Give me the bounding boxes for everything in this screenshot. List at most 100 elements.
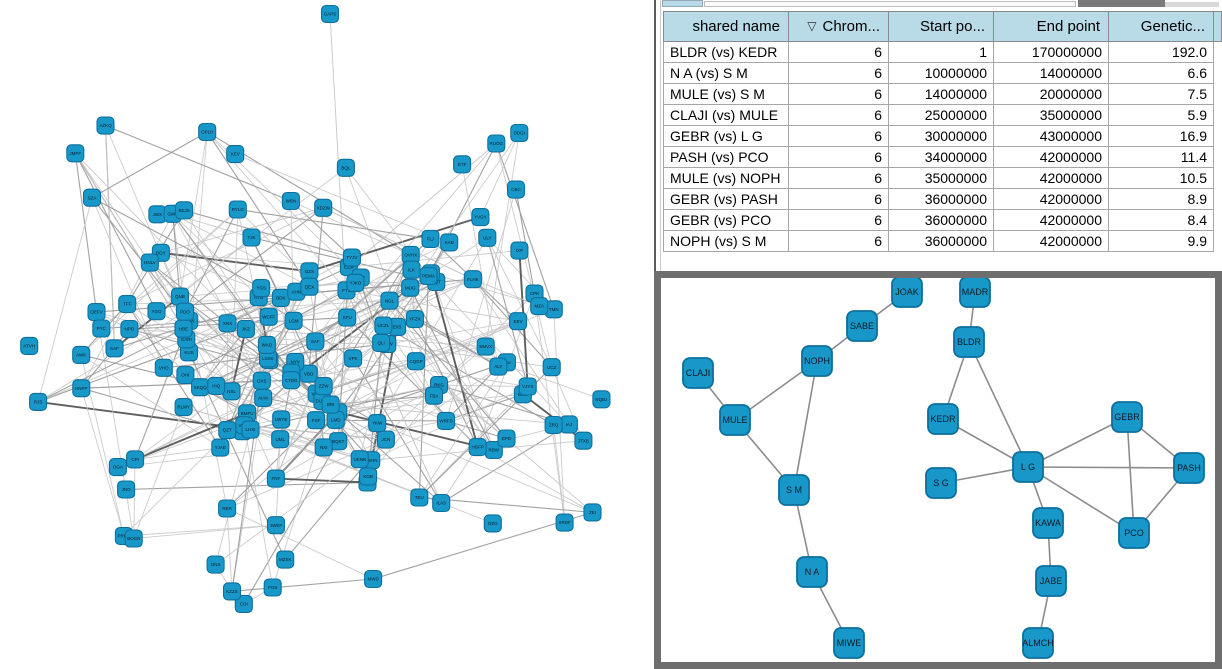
column-header-shared-name[interactable]: shared name (663, 11, 789, 42)
network-edge[interactable] (37, 338, 187, 403)
network-node[interactable]: JWEF (266, 516, 286, 535)
network-node[interactable]: BRI (321, 395, 340, 414)
network-edge[interactable] (126, 303, 221, 448)
network-node[interactable]: WCFF (259, 307, 278, 326)
table-cell[interactable]: 42000000 (993, 188, 1109, 210)
network-node[interactable]: ILAS (432, 493, 451, 513)
network-edge[interactable] (37, 197, 93, 403)
network-edge[interactable] (346, 317, 479, 448)
network-node[interactable]: GZS (300, 262, 319, 281)
network-node-PASH[interactable]: PASH (1173, 452, 1205, 484)
table-cell[interactable]: MULE (vs) NOPH (663, 167, 789, 189)
network-node[interactable]: CBC (506, 180, 526, 199)
network-edge[interactable] (377, 422, 593, 513)
network-node[interactable]: QLI (372, 333, 391, 352)
network-node[interactable]: ULY (478, 228, 497, 247)
table-cell[interactable]: 192.0 (1108, 41, 1214, 63)
table-cell[interactable]: 20000000 (993, 83, 1109, 105)
network-node[interactable]: ZEI (583, 503, 602, 522)
network-edge[interactable] (338, 395, 435, 413)
network-edge[interactable] (275, 477, 368, 484)
table-cell[interactable]: 6 (788, 209, 889, 231)
network-node[interactable]: YJAE (211, 438, 230, 457)
network-node[interactable]: BDK (271, 288, 290, 307)
network-node[interactable]: TFF (118, 295, 137, 314)
table-cell[interactable]: MULE (vs) S M (663, 83, 789, 105)
table-row[interactable]: NOPH (vs) S M 6 36000000 42000000 9.9 (663, 230, 1214, 252)
network-node[interactable]: QNB (170, 287, 190, 306)
table-cell[interactable]: 10000000 (888, 62, 994, 84)
network-edge[interactable] (231, 380, 263, 592)
network-node[interactable]: HNLV (140, 253, 159, 272)
network-node[interactable]: TJK (242, 228, 261, 247)
network-node[interactable]: RUOG (487, 134, 506, 153)
table-cell[interactable]: 25000000 (888, 104, 994, 126)
network-node[interactable]: JWX (148, 205, 167, 224)
network-edge[interactable] (74, 153, 184, 329)
network-node[interactable]: MWD (364, 569, 383, 589)
network-node[interactable]: XRDF (555, 513, 574, 532)
network-node[interactable]: NQBJ (592, 390, 611, 409)
network-edge[interactable] (445, 189, 517, 422)
table-row[interactable]: GEBR (vs) PCO 6 36000000 42000000 8.4 (663, 209, 1214, 231)
network-edge[interactable] (346, 143, 497, 318)
network-node[interactable]: OPLH (198, 122, 217, 142)
network-node[interactable]: VPK (344, 349, 363, 368)
network-node[interactable]: LWYE (272, 410, 291, 429)
network-edge-GEBR-PCO[interactable] (1126, 416, 1135, 534)
column-header-end-point[interactable]: End point (993, 11, 1109, 42)
network-node[interactable]: FOS (263, 578, 282, 597)
network-edge[interactable] (183, 209, 353, 259)
network-node[interactable]: ETF (453, 155, 472, 174)
network-node-ALMCH[interactable]: ALMCH (1022, 627, 1054, 659)
network-node[interactable]: BQL (336, 158, 355, 177)
table-cell[interactable]: 6.6 (1108, 62, 1214, 84)
network-node[interactable]: CTDG (282, 371, 301, 390)
network-node[interactable]: MZA (530, 297, 549, 316)
network-node[interactable]: ONX (206, 555, 225, 574)
network-node-KAWA[interactable]: KAWA (1032, 507, 1064, 539)
network-edge[interactable] (199, 386, 324, 448)
network-node[interactable]: YGO (147, 302, 166, 321)
network-node[interactable]: PEMA (419, 266, 438, 286)
network-edge[interactable] (346, 290, 442, 504)
network-node[interactable]: IXP (510, 241, 529, 260)
network-node[interactable]: EPD (497, 429, 516, 448)
table-cell[interactable]: GEBR (vs) PCO (663, 209, 789, 231)
network-node[interactable]: IAJ (559, 415, 578, 434)
table-cell[interactable]: 11.4 (1108, 146, 1214, 168)
network-edge[interactable] (172, 213, 260, 298)
network-edge[interactable] (133, 459, 136, 539)
network-node[interactable]: FSF (307, 411, 326, 430)
table-cell[interactable]: 6 (788, 62, 889, 84)
network-node[interactable]: YGS (252, 278, 271, 298)
network-edge[interactable] (244, 424, 386, 441)
network-edge[interactable] (338, 420, 447, 442)
network-edge[interactable] (80, 328, 130, 389)
table-cell[interactable]: 34000000 (888, 146, 994, 168)
network-node[interactable]: OEFV (87, 303, 106, 322)
network-edge[interactable] (551, 367, 584, 441)
network-node-SM[interactable]: S M (778, 474, 810, 506)
network-node[interactable]: CQGP (406, 352, 426, 371)
network-node-SABE[interactable]: SABE (846, 310, 878, 342)
network-edge[interactable] (337, 277, 362, 413)
network-edge[interactable] (179, 296, 317, 421)
network-node[interactable]: OZO (483, 514, 502, 533)
network-node[interactable]: AZKQ (96, 116, 115, 135)
network-node[interactable]: WBN (281, 191, 300, 211)
network-edge-NOPH-SM[interactable] (793, 360, 818, 491)
network-node-CLAJI[interactable]: CLAJI (682, 357, 714, 389)
network-edge[interactable] (231, 578, 374, 592)
network-node[interactable]: JCN (376, 430, 395, 449)
network-edge[interactable] (134, 412, 248, 461)
network-edge[interactable] (117, 393, 317, 468)
network-edge[interactable] (440, 446, 479, 504)
network-edge[interactable] (172, 213, 263, 381)
network-edge[interactable] (418, 362, 508, 498)
network-node[interactable]: PDO (175, 302, 195, 321)
network-edge[interactable] (279, 380, 292, 440)
table-cell[interactable]: 10.5 (1108, 167, 1214, 189)
network-node[interactable]: RLMY (174, 398, 193, 417)
network-edge-LG-PCO[interactable] (1027, 466, 1135, 534)
